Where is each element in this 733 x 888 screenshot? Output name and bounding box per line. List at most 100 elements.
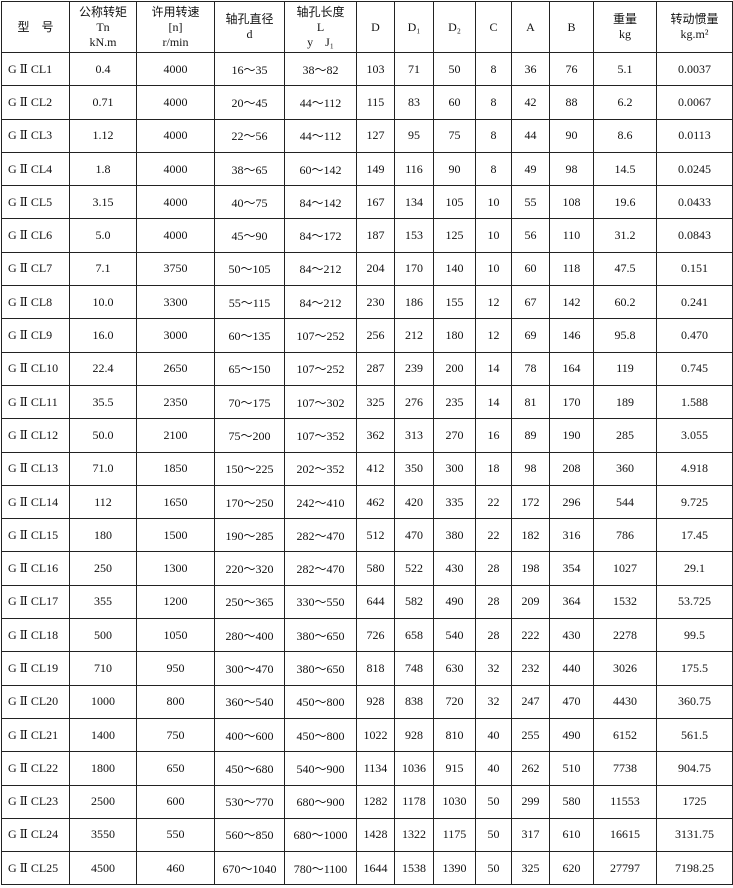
value-cell: 20～45 xyxy=(214,85,285,120)
value-cell: 1178 xyxy=(394,784,434,819)
header-text: 转动惯量 xyxy=(670,12,719,26)
header-text: D₁ xyxy=(407,19,421,34)
value-cell: 1000 xyxy=(69,684,137,719)
value-cell: 800 xyxy=(136,684,215,719)
value-cell: 2500 xyxy=(69,784,137,819)
value-cell: 4430 xyxy=(593,684,657,719)
value-cell: 0.151 xyxy=(656,251,733,287)
model-cell: G Ⅱ CL19 xyxy=(1,651,70,686)
value-cell: 44～112 xyxy=(284,85,357,120)
model-cell: G Ⅱ CL10 xyxy=(1,351,70,386)
value-cell: 16 xyxy=(475,418,512,453)
value-cell: 726 xyxy=(356,618,395,653)
value-cell: 212 xyxy=(394,318,434,353)
model-cell: G Ⅱ CL13 xyxy=(1,451,70,486)
value-cell: 430 xyxy=(433,551,476,586)
value-cell: 6.2 xyxy=(593,85,657,120)
value-cell: 610 xyxy=(549,817,594,853)
value-cell: 500 xyxy=(69,618,137,653)
value-cell: 42 xyxy=(511,85,550,120)
model-cell: G Ⅱ CL20 xyxy=(1,684,70,719)
header-cell: D xyxy=(356,1,395,53)
value-cell: 12 xyxy=(475,285,512,320)
value-cell: 1300 xyxy=(136,551,215,586)
value-cell: 32 xyxy=(475,684,512,719)
value-cell: 380 xyxy=(433,518,476,553)
value-cell: 189 xyxy=(593,384,657,420)
header-text: kN.m xyxy=(89,34,117,49)
value-cell: 38～65 xyxy=(214,151,285,187)
value-cell: 45～90 xyxy=(214,218,285,253)
value-cell: 142 xyxy=(549,285,594,320)
value-cell: 150～225 xyxy=(214,451,285,486)
value-cell: 220～320 xyxy=(214,551,285,586)
value-cell: 470 xyxy=(549,684,594,719)
value-cell: 355 xyxy=(69,584,137,620)
value-cell: 108 xyxy=(549,185,594,220)
value-cell: 4000 xyxy=(136,185,215,220)
value-cell: 55～115 xyxy=(214,285,285,320)
value-cell: 1644 xyxy=(356,851,395,886)
value-cell: 299 xyxy=(511,784,550,819)
value-cell: 1725 xyxy=(656,784,733,819)
header-cell: B xyxy=(549,1,594,53)
header-text: r/min xyxy=(162,34,189,49)
value-cell: 1050 xyxy=(136,618,215,653)
model-cell: G Ⅱ CL3 xyxy=(1,118,70,153)
value-cell: 490 xyxy=(549,717,594,753)
value-cell: 915 xyxy=(433,751,476,786)
value-cell: 710 xyxy=(69,651,137,686)
value-cell: 49 xyxy=(511,151,550,187)
value-cell: 170～250 xyxy=(214,484,285,520)
table-row: G Ⅱ CL14 112 1650 170～250 242～410 462 420 335 22… xyxy=(1,484,733,520)
model-cell: G Ⅱ CL7 xyxy=(1,251,70,287)
value-cell: 3.15 xyxy=(69,185,137,220)
table-row: G Ⅱ CL20 1000 800 360～540 450～800 928 838 720 32… xyxy=(1,684,733,719)
value-cell: 78 xyxy=(511,351,550,386)
value-cell: 2278 xyxy=(593,618,657,653)
value-cell: 204 xyxy=(356,251,395,287)
value-cell: 904.75 xyxy=(656,751,733,786)
model-cell: G Ⅱ CL16 xyxy=(1,551,70,586)
value-cell: 818 xyxy=(356,651,395,686)
value-cell: 153 xyxy=(394,218,434,253)
model-cell: G Ⅱ CL9 xyxy=(1,318,70,353)
value-cell: 75～200 xyxy=(214,418,285,453)
value-cell: 380～650 xyxy=(284,618,357,653)
value-cell: 242～410 xyxy=(284,484,357,520)
value-cell: 600 xyxy=(136,784,215,819)
value-cell: 250 xyxy=(69,551,137,586)
table-row: G Ⅱ CL11 35.5 2350 70～175 107～302 325 276 235 14… xyxy=(1,384,733,420)
value-cell: 450～680 xyxy=(214,751,285,786)
value-cell: 530～770 xyxy=(214,784,285,819)
value-cell: 1030 xyxy=(433,784,476,819)
value-cell: 10.0 xyxy=(69,285,137,320)
value-cell: 40 xyxy=(475,751,512,786)
value-cell: 950 xyxy=(136,651,215,686)
model-cell: G Ⅱ CL6 xyxy=(1,218,70,253)
value-cell: 50 xyxy=(475,851,512,886)
table-row: G Ⅱ CL5 3.15 4000 40～75 84～142 167 134 105 10 55 1… xyxy=(1,185,733,220)
table-row: G Ⅱ CL23 2500 600 530～770 680～900 1282 1178 103… xyxy=(1,784,733,819)
table-row: G Ⅱ CL8 10.0 3300 55～115 84～212 230 186 155 12 67… xyxy=(1,285,733,320)
value-cell: 8 xyxy=(475,85,512,120)
value-cell: 47.5 xyxy=(593,251,657,287)
value-cell: 84～212 xyxy=(284,285,357,320)
value-cell: 1850 xyxy=(136,451,215,486)
header-text: kg xyxy=(619,27,631,41)
value-cell: 470 xyxy=(394,518,434,553)
value-cell: 170 xyxy=(394,251,434,287)
value-cell: 680～900 xyxy=(284,784,357,819)
value-cell: 107～252 xyxy=(284,318,357,353)
value-cell: 22～56 xyxy=(214,118,285,153)
value-cell: 53.725 xyxy=(656,584,733,620)
value-cell: 10 xyxy=(475,185,512,220)
value-cell: 780～1100 xyxy=(284,851,357,886)
value-cell: 28 xyxy=(475,551,512,586)
value-cell: 107～352 xyxy=(284,418,357,453)
value-cell: 44～112 xyxy=(284,118,357,153)
header-text: Tn xyxy=(96,19,110,34)
header-text: C xyxy=(489,19,498,34)
value-cell: 1200 xyxy=(136,584,215,620)
